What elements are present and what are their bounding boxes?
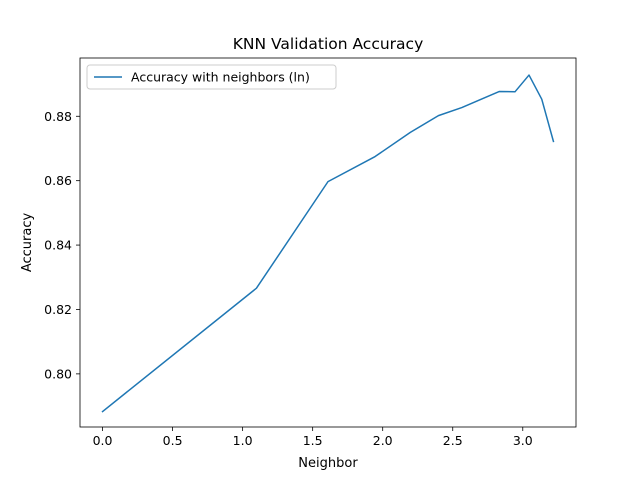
plot-frame: [79, 57, 577, 428]
x-tick-label: 0.5: [163, 433, 183, 448]
plot-area: [80, 58, 576, 427]
y-axis: 0.80 0.82 0.84 0.86 0.88: [44, 109, 80, 381]
legend-entry-label: Accuracy with neighbors (ln): [131, 70, 310, 85]
x-tick-label: 2.0: [373, 433, 393, 448]
y-tick-label: 0.88: [44, 109, 72, 124]
x-axis: 0.0 0.5 1.0 1.5 2.0 2.5 3.0: [93, 427, 533, 448]
plot-background: [80, 58, 576, 427]
x-tick-label: 3.0: [513, 433, 533, 448]
x-axis-label: Neighbor: [298, 456, 358, 471]
legend-box: [86, 64, 337, 90]
x-tick-label: 1.0: [233, 433, 253, 448]
x-tick-label: 0.0: [93, 433, 113, 448]
x-tick-label: 2.5: [443, 433, 463, 448]
y-axis-label: Accuracy: [20, 213, 35, 273]
series-line: [101, 74, 555, 413]
y-tick-label: 0.80: [44, 366, 72, 381]
series-layer: [101, 74, 555, 413]
y-tick-label: 0.86: [44, 173, 72, 188]
x-tick-label: 1.5: [303, 433, 323, 448]
y-tick-label: 0.82: [44, 302, 72, 317]
chart-title: KNN Validation Accuracy: [233, 35, 424, 53]
legend: Accuracy with neighbors (ln): [86, 64, 337, 90]
y-tick-label: 0.84: [44, 238, 72, 253]
